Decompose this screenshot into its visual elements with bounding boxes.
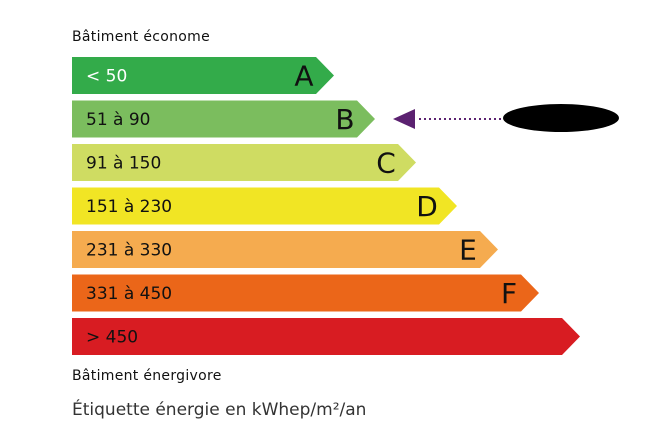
energy-class-d: 151 à 230 D [72,187,457,225]
class-bar [72,57,334,94]
top-label: Bâtiment économe [72,29,210,45]
class-bar [72,100,375,138]
energy-class-c: 91 à 150 C [72,144,416,181]
class-letter: E [459,234,477,267]
class-range: 91 à 150 [86,154,161,174]
class-range: < 50 [86,67,127,87]
class-range: 231 à 330 [86,241,172,261]
energy-class-b: 51 à 90 B [72,100,375,138]
energy-class-f: 331 à 450 F [72,274,539,312]
bottom-label: Bâtiment énergivore [72,368,222,384]
class-letter: D [416,190,438,223]
unit-label: Étiquette énergie en kWhep/m²/an [72,400,367,420]
class-range: > 450 [86,328,138,348]
class-bar [72,144,416,181]
class-range: 51 à 90 [86,110,151,130]
redacted-value [503,104,619,132]
class-letter: F [501,277,517,310]
class-range: 331 à 450 [86,284,172,304]
energy-class-g: > 450 [72,318,580,355]
energy-class-e: 231 à 330 E [72,231,498,268]
class-bar [72,318,580,355]
energy-class-a: < 50 A [72,57,334,94]
indicator-arrow-icon [393,109,415,129]
class-bar [72,231,498,268]
class-bar [72,274,539,312]
class-letter: C [376,147,396,180]
class-letter: B [335,103,354,136]
class-range: 151 à 230 [86,197,172,217]
class-letter: A [294,60,313,93]
class-bar [72,187,457,225]
